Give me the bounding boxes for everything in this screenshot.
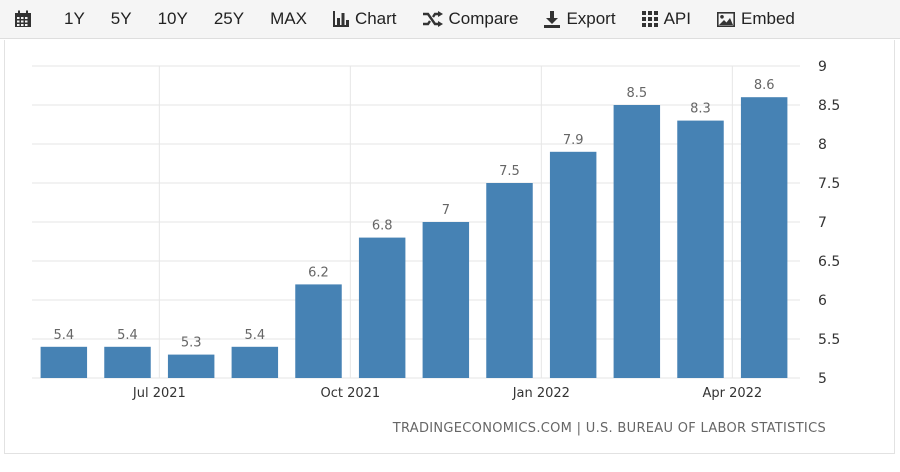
bar [549, 151, 597, 378]
y-tick-label: 5.5 [818, 332, 840, 348]
range-10y-button[interactable]: 10Y [157, 9, 188, 28]
chart-area: 5.4 5.4 5.3 5.4 6.2 6.8 7 7.5 7.9 8.5 8.3 8.6 5 5.5 6… [0, 38, 900, 472]
embed-button[interactable]: Embed [716, 9, 795, 29]
image-icon [716, 11, 735, 27]
y-tick-label: 6.5 [818, 254, 840, 270]
range-5y-button[interactable]: 5Y [110, 9, 132, 28]
data-labels: 5.4 5.4 5.3 5.4 6.2 6.8 7 7.5 7.9 8.5 8.3 8.6 [53, 78, 774, 350]
bars [40, 97, 788, 378]
bar-chart: 5.4 5.4 5.3 5.4 6.2 6.8 7 7.5 7.9 8.5 8.3 8.6 5 5.5 6… [32, 59, 840, 401]
bar-value-label: 8.6 [754, 78, 775, 93]
bar [358, 237, 406, 378]
embed-button-label: Embed [740, 9, 795, 28]
bar-value-label: 6.8 [372, 219, 393, 234]
y-axis: 5 5.5 6 6.5 7 7.5 8 8.5 9 [818, 59, 840, 387]
compare-button-label: Compare [448, 9, 519, 28]
export-button-label: Export [566, 9, 616, 28]
bar-value-label: 6.2 [308, 265, 329, 280]
x-tick-label: Jan 2022 [512, 386, 570, 401]
y-tick-label: 8.5 [818, 98, 840, 114]
bar [740, 97, 788, 378]
export-button[interactable]: Export [544, 9, 616, 29]
shuffle-icon [422, 11, 443, 27]
y-tick-label: 7 [818, 215, 827, 231]
bar-chart-icon [332, 11, 349, 27]
x-tick-label: Apr 2022 [702, 386, 762, 401]
y-tick-label: 8 [818, 137, 827, 153]
gridlines [32, 65, 800, 379]
bar-value-label: 8.3 [690, 102, 711, 117]
chart-frame [4, 40, 895, 454]
api-button-label: API [663, 9, 691, 28]
bar [422, 222, 470, 378]
range-1y-button[interactable]: 1Y [64, 9, 85, 28]
range-max-button[interactable]: MAX [270, 9, 307, 28]
calendar-button[interactable] [14, 10, 38, 28]
source-credit: TRADINGECONOMICS.COM | U.S. BUREAU OF LA… [392, 421, 826, 436]
bar-value-label: 5.4 [244, 328, 265, 343]
x-tick-label: Jul 2021 [132, 386, 186, 401]
bar-value-label: 7 [442, 203, 450, 218]
y-tick-label: 7.5 [818, 176, 840, 192]
y-tick-label: 9 [818, 59, 827, 75]
bar-value-label: 7.5 [499, 164, 520, 179]
grid-icon [641, 11, 658, 27]
y-tick-label: 5 [818, 371, 827, 387]
bar [104, 346, 151, 378]
toolbar: 1Y 5Y 10Y 25Y MAX Chart Compare Export [0, 0, 900, 39]
bar [613, 105, 661, 378]
chart-button[interactable]: Chart [332, 9, 397, 29]
range-25y-button[interactable]: 25Y [213, 9, 245, 28]
bar [231, 346, 279, 378]
api-button[interactable]: API [641, 9, 691, 29]
x-tick-label: Oct 2021 [320, 386, 380, 401]
calendar-icon [15, 10, 31, 27]
x-axis: Jul 2021 Oct 2021 Jan 2022 Apr 2022 [132, 386, 762, 401]
bar-value-label: 5.4 [53, 328, 74, 343]
bar [167, 354, 215, 378]
bar [486, 183, 533, 378]
compare-button[interactable]: Compare [422, 9, 519, 29]
bar [40, 346, 88, 378]
bar-value-label: 5.3 [181, 336, 202, 351]
download-icon [544, 10, 561, 28]
bar-value-label: 7.9 [563, 133, 584, 148]
y-tick-label: 6 [818, 293, 827, 309]
bar-value-label: 5.4 [117, 328, 138, 343]
bar [677, 120, 724, 378]
bar [295, 284, 342, 378]
bar-value-label: 8.5 [626, 86, 647, 101]
chart-button-label: Chart [354, 9, 397, 28]
